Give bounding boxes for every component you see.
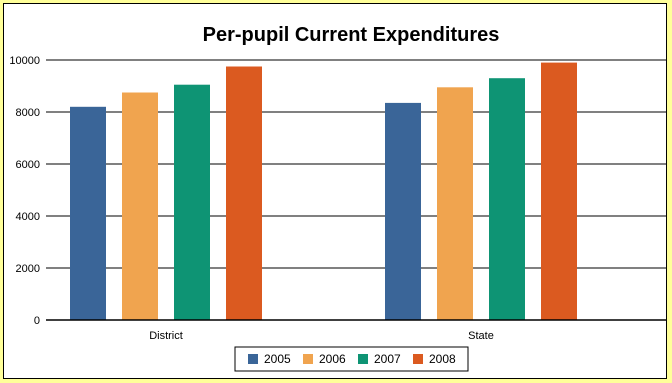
- legend: 2005 2006 2007 2008: [234, 346, 469, 372]
- bar-district-2008: [226, 66, 262, 320]
- bar-state-2006: [437, 87, 473, 320]
- legend-label-2007: 2007: [374, 352, 401, 366]
- bars: [70, 62, 577, 321]
- y-tick-label: 2000: [16, 263, 40, 275]
- y-tick-label: 8000: [16, 107, 40, 119]
- bar-district-2005: [70, 106, 106, 320]
- y-tick-label: 0: [34, 315, 40, 327]
- legend-label-2005: 2005: [264, 352, 291, 366]
- bar-district-2006: [122, 92, 158, 320]
- legend-swatch-2006: [303, 354, 313, 364]
- legend-swatch-2005: [248, 354, 258, 364]
- y-tick-label: 4000: [16, 211, 40, 223]
- x-tick-label: District: [149, 330, 183, 342]
- x-tick-label: State: [468, 330, 494, 342]
- chart-title: Per-pupil Current Expenditures: [203, 24, 500, 46]
- bar-state-2007: [489, 78, 525, 320]
- y-tick-label: 6000: [16, 159, 40, 171]
- x-axis: District State: [46, 319, 666, 342]
- legend-label-2006: 2006: [319, 352, 346, 366]
- y-tick-label: 10000: [9, 55, 40, 67]
- legend-box: [234, 346, 469, 372]
- legend-label-2008: 2008: [429, 352, 456, 366]
- bar-district-2007: [174, 84, 210, 320]
- legend-swatch-2008: [413, 354, 423, 364]
- y-axis-ticks: 0 2000 4000 6000 8000 10000: [9, 55, 40, 327]
- bar-state-2008: [541, 62, 577, 320]
- legend-swatch-2007: [358, 354, 368, 364]
- bar-state-2005: [385, 102, 421, 321]
